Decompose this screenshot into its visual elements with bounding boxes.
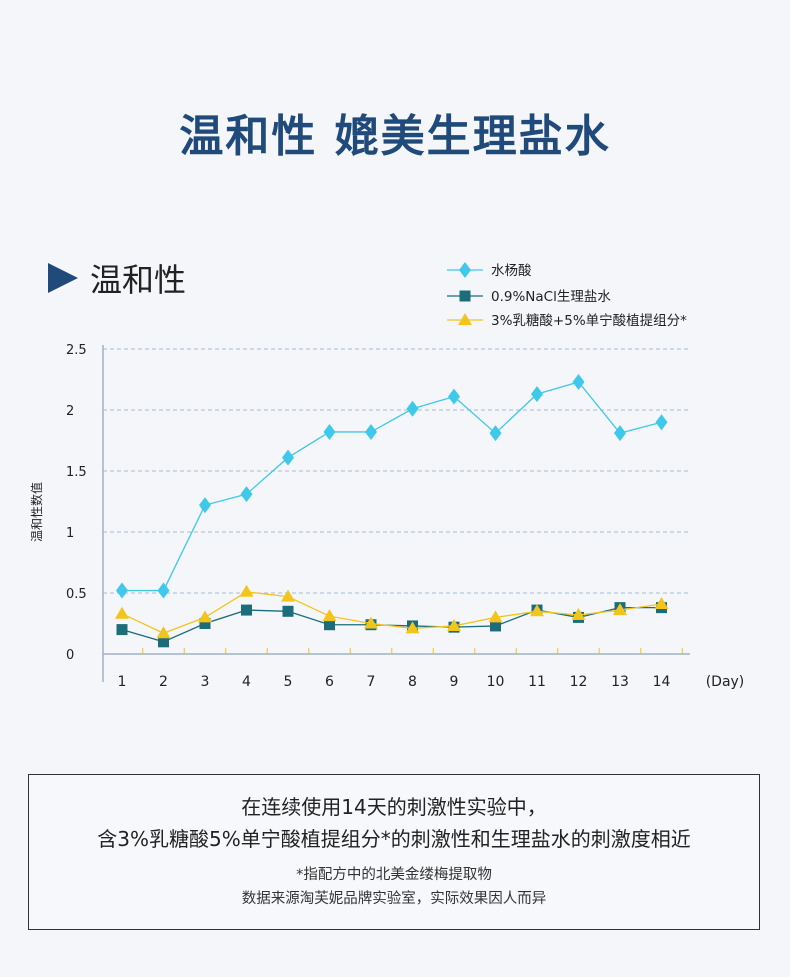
y-tick-label: 2.5: [66, 343, 87, 358]
x-tick-label: 5: [284, 674, 293, 690]
page-title: 温和性 媲美生理盐水: [179, 111, 611, 162]
x-tick-label: 10: [487, 674, 505, 690]
x-tick-label: 14: [653, 674, 671, 690]
chart-grid: [103, 348, 690, 594]
series-3-point: [239, 584, 254, 597]
x-tick-label: 6: [325, 674, 334, 690]
series-2-point: [282, 605, 294, 617]
series-1-point: [157, 582, 170, 599]
series-3-point: [405, 621, 420, 634]
x-tick-label: 7: [367, 674, 376, 690]
series-1-point: [240, 486, 253, 503]
series-3-point: [488, 610, 503, 623]
x-tick-label: 4: [242, 674, 251, 690]
legend-marker: [459, 290, 471, 302]
x-tick-label: 2: [159, 674, 168, 690]
y-tick-label: 1: [66, 526, 74, 541]
y-tick-label: 0.5: [66, 587, 87, 602]
x-tick-label: 9: [450, 674, 459, 690]
mildness-line-chart: 水杨酸 0.9%NaCl生理盐水 3%乳糖酸+5%单宁酸植提组分* 0 0.5 1 1.5…: [29, 262, 744, 690]
series-line-3: [121, 591, 662, 634]
series-1-point: [448, 388, 460, 405]
series-1-point: [489, 425, 502, 442]
x-axis-unit: (Day): [706, 674, 745, 690]
legend-marker: [459, 262, 471, 278]
y-tick-label: 0: [66, 648, 74, 663]
x-tick-label: 13: [611, 674, 629, 690]
series-2-point: [116, 624, 128, 636]
series-3-point: [198, 610, 212, 623]
note-line-3: *指配方中的北美金缕梅提取物: [296, 867, 492, 883]
section-label: 温和性: [90, 261, 187, 299]
x-tick-label: 1: [118, 674, 127, 690]
series-1-point: [365, 423, 377, 440]
series-2-point: [158, 636, 169, 648]
series-1-point: [531, 386, 543, 403]
play-triangle-icon: [48, 263, 78, 293]
series-3-point: [530, 604, 544, 617]
legend-label: 水杨酸: [491, 263, 532, 279]
series-1-point: [572, 373, 585, 390]
note-box: 在连续使用14天的刺激性实验中， 含3%乳糖酸5%单宁酸植提组分*的刺激性和生理…: [28, 774, 760, 930]
legend-marker: [458, 313, 472, 325]
series-1-point: [323, 423, 336, 440]
note-line-2: 含3%乳糖酸5%单宁酸植提组分*的刺激性和生理盐水的刺激度相近: [97, 827, 691, 851]
series-3-point: [364, 616, 378, 629]
series-3-point: [115, 606, 129, 619]
series-3-point: [654, 596, 669, 609]
series-3-point: [322, 609, 337, 622]
series-3-point: [156, 626, 171, 639]
chart-axes: 00.511.522.51 2 3 4 5 6 7 8 9 10 11 12 13 14 (Day)温和性数…: [29, 343, 744, 690]
series-1-point: [655, 414, 668, 431]
series-1-point: [406, 400, 419, 417]
chart-series: [115, 373, 669, 648]
x-tick-label: 3: [201, 674, 210, 690]
y-axis-label: 温和性数值: [29, 482, 44, 542]
series-3-point: [281, 589, 295, 602]
legend-label: 3%乳糖酸+5%单宁酸植提组分*: [491, 312, 687, 329]
series-2-point: [241, 604, 252, 616]
series-1-point: [116, 582, 128, 599]
y-tick-label: 2: [66, 404, 74, 419]
chart-legend: 水杨酸 0.9%NaCl生理盐水 3%乳糖酸+5%单宁酸植提组分*: [447, 262, 687, 329]
series-2-point: [490, 620, 501, 632]
note-line-4: 数据来源淘芙妮品牌实验室，实际效果因人而异: [241, 891, 547, 907]
x-tick-label: 11: [528, 674, 546, 690]
series-3-point: [571, 607, 586, 620]
series-1-point: [199, 497, 211, 514]
series-1-point: [282, 449, 294, 466]
series-1-point: [614, 425, 626, 442]
series-line-1: [122, 381, 662, 592]
x-tick-label: 12: [570, 674, 588, 690]
series-3-point: [613, 603, 627, 616]
series-2-point: [199, 618, 211, 629]
section-heading: 温和性: [48, 258, 187, 299]
note-line-1: 在连续使用14天的刺激性实验中，: [241, 795, 547, 819]
series-2-point: [324, 619, 335, 631]
x-tick-label: 8: [408, 674, 417, 690]
y-tick-label: 1.5: [66, 465, 87, 480]
legend-label: 0.9%NaCl生理盐水: [491, 289, 611, 305]
series-3-point: [447, 618, 461, 631]
